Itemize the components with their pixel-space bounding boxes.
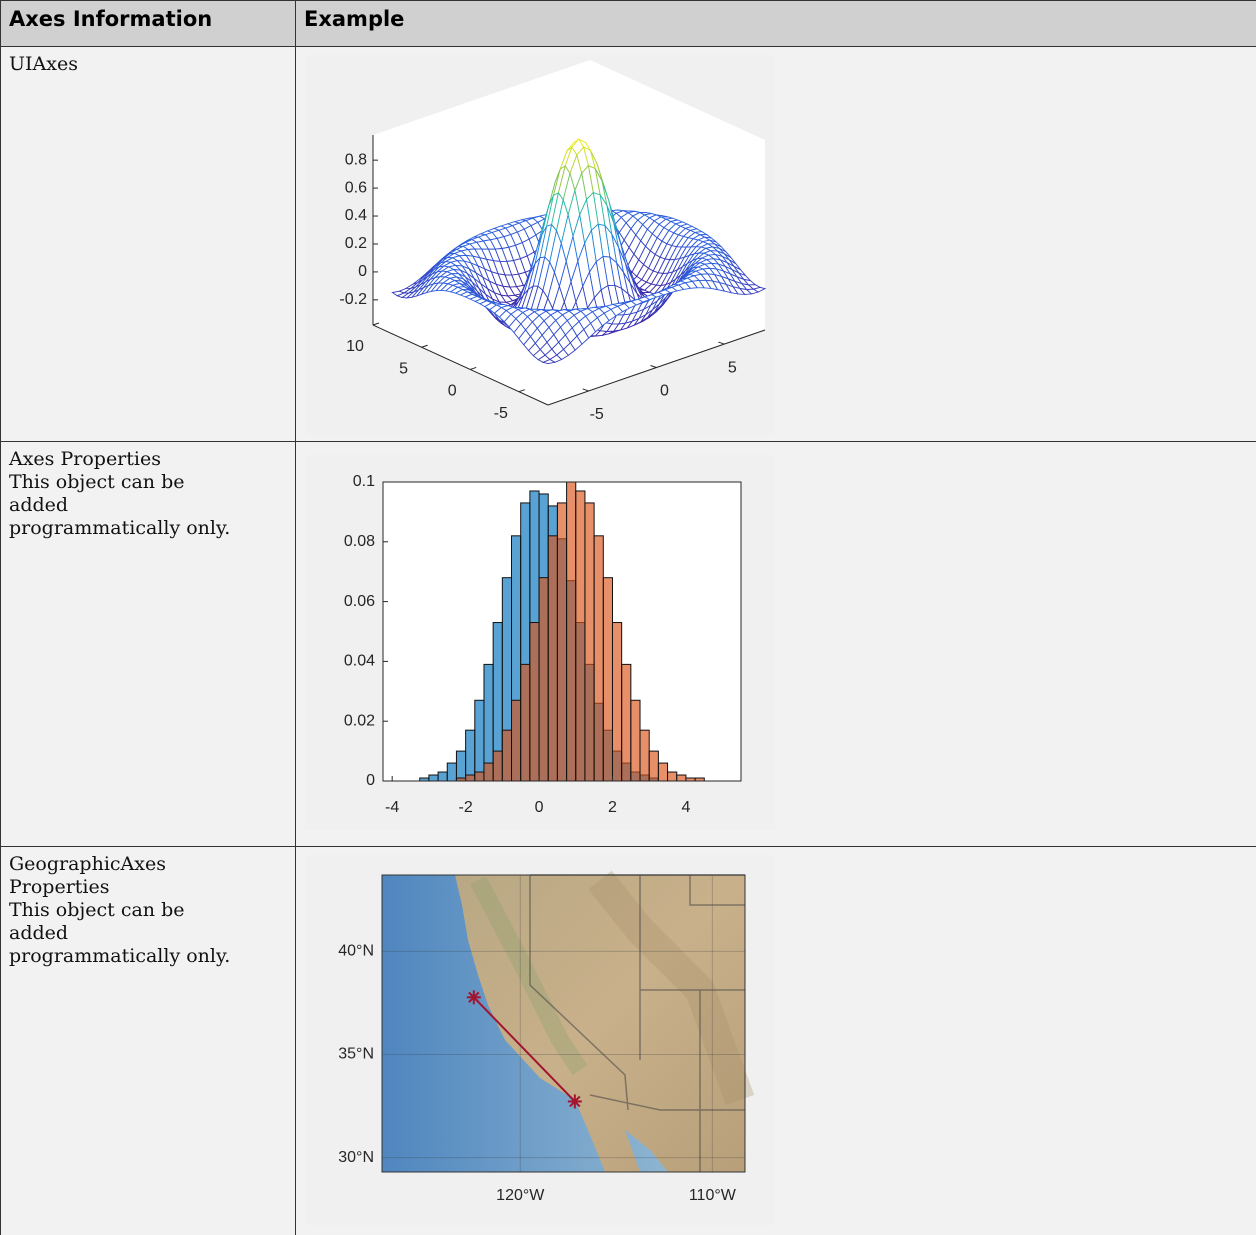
lat-tick-label: 30°N — [338, 1149, 374, 1166]
bar — [640, 730, 649, 781]
bar — [502, 730, 511, 781]
bar — [429, 775, 438, 781]
bar — [649, 751, 658, 781]
bar — [475, 700, 484, 781]
bar — [585, 503, 594, 781]
y-tick-label: 0 — [448, 383, 457, 400]
x-tick-label: -2 — [458, 799, 472, 816]
x-tick-label: -5 — [590, 406, 604, 423]
bar — [466, 730, 475, 781]
marker — [467, 990, 481, 1004]
bar — [612, 623, 621, 781]
y-tick-label: -5 — [494, 405, 508, 422]
bar — [539, 578, 548, 781]
z-tick-label: 0.2 — [345, 235, 367, 252]
y-tick-label: 5 — [399, 360, 408, 377]
bar — [466, 775, 475, 781]
bar — [576, 491, 585, 781]
lat-tick-label: 40°N — [338, 943, 374, 960]
x-tick-label: 4 — [681, 799, 690, 816]
bar — [475, 772, 484, 781]
map-terrain — [382, 875, 745, 1172]
z-tick-label: 0.6 — [345, 179, 367, 196]
z-tick-label: 0.4 — [345, 207, 367, 224]
bar — [493, 751, 502, 781]
bar — [484, 763, 493, 781]
marker — [568, 1094, 582, 1108]
z-tick-label: 0 — [358, 263, 367, 280]
x-tick-label: 2 — [608, 799, 617, 816]
bar — [658, 763, 667, 781]
examples: -0.2 0 0.2 0.4 0.6 0.8 -5 0 5 10 -5 0 5 0 0.02 0.04 0.06… — [0, 0, 1256, 1235]
y-tick-label: 0 — [366, 772, 375, 789]
x-tick-label: 5 — [728, 359, 737, 376]
bar — [512, 700, 521, 781]
bar — [530, 623, 539, 781]
lat-tick-label: 35°N — [338, 1046, 374, 1063]
bar — [668, 772, 677, 781]
bar — [631, 700, 640, 781]
y-tick-label: 0.1 — [353, 473, 375, 490]
bar — [677, 775, 686, 781]
bar — [594, 536, 603, 781]
x-tick-label: -4 — [385, 799, 399, 816]
z-tick-label: -0.2 — [339, 291, 367, 308]
y-tick-label: 0.04 — [344, 653, 375, 670]
page: Axes Information Example UIAxes Axes Pro… — [0, 0, 1256, 1235]
bar — [622, 664, 631, 781]
bar — [567, 482, 576, 781]
y-tick-label: 0.06 — [344, 593, 375, 610]
lon-tick-label: 120°W — [496, 1187, 545, 1204]
bar — [447, 763, 456, 781]
y-tick-label: 0.08 — [344, 533, 375, 550]
x-tick-label: 0 — [660, 383, 669, 400]
lon-tick-label: 110°W — [689, 1187, 737, 1204]
bar — [548, 536, 557, 781]
bar — [438, 772, 447, 781]
bar — [603, 578, 612, 781]
z-tick-label: 0.8 — [345, 151, 367, 168]
y-tick-label: 10 — [346, 338, 364, 355]
x-tick-label: 0 — [535, 799, 544, 816]
bar — [456, 751, 465, 781]
y-tick-label: 0.02 — [344, 712, 375, 729]
bar — [557, 503, 566, 781]
bar — [521, 664, 530, 781]
